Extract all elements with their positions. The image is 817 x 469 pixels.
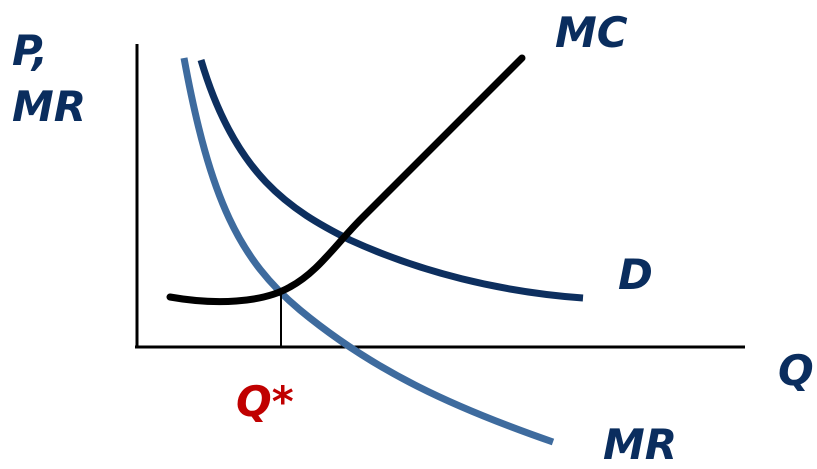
mr-label: MR	[603, 420, 678, 469]
demand-label: D	[618, 250, 653, 299]
y-axis-label-line1: P,	[12, 26, 48, 75]
demand-curve	[197, 59, 584, 302]
x-axis-label: Q	[778, 346, 814, 395]
mc-label: MC	[555, 8, 628, 57]
mc-curve	[166, 54, 526, 306]
y-axis-label-line2: MR	[12, 82, 87, 131]
q-star-label: Q*	[236, 377, 294, 426]
mr-curve	[180, 57, 555, 446]
